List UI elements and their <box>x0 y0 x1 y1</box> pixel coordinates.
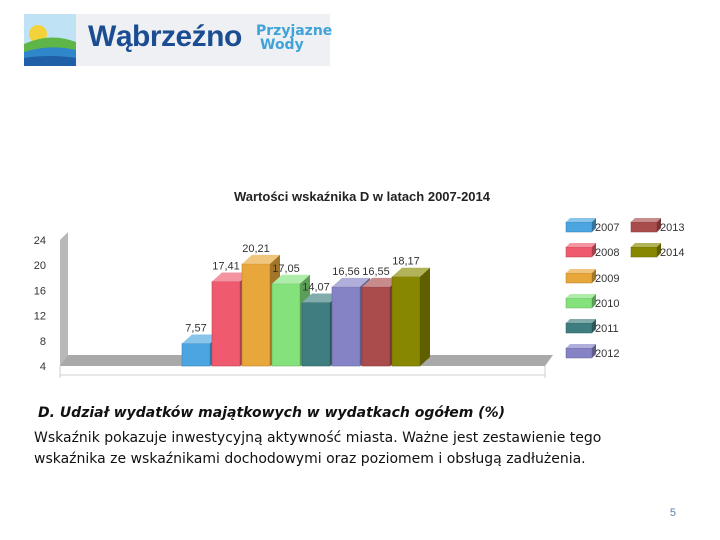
bar-front <box>361 286 391 367</box>
legend-swatch-top <box>566 344 596 348</box>
logo-city-name: Wąbrzeźno <box>88 20 242 53</box>
legend-swatch-side <box>592 243 596 257</box>
bar-front <box>211 281 241 367</box>
bar-chart: Wartości wskaźnika D w latach 2007-2014 … <box>34 189 684 378</box>
city-logo: Wąbrzeźno Przyjazne Wody <box>24 14 333 66</box>
legend-item-2012: 2012 <box>565 344 619 360</box>
bar-top <box>182 334 220 344</box>
data-label: 16,56 <box>332 266 360 278</box>
y-tick-label: 24 <box>34 235 46 247</box>
legend-swatch <box>565 221 593 233</box>
legend-label: 2014 <box>660 247 684 259</box>
landscape-logo-icon <box>24 14 76 66</box>
bar-top <box>272 274 310 284</box>
legend-swatch-side <box>592 269 596 283</box>
page-number: 5 <box>669 507 676 519</box>
legend-swatch-top <box>566 243 596 247</box>
data-label: 16,55 <box>362 266 390 278</box>
description-text: Wskaźnik pokazuje inwestycyjną aktywność… <box>34 430 602 467</box>
legend-item-2008: 2008 <box>565 243 619 259</box>
legend-item-2013: 2013 <box>630 218 684 234</box>
bar-2010 <box>271 274 310 367</box>
section-caption: D. Udział wydatków majątkowych w wydatka… <box>38 405 505 421</box>
bar-side <box>420 267 430 366</box>
bar-front <box>241 263 271 367</box>
legend-swatch-side <box>592 319 596 333</box>
data-label: 17,41 <box>212 261 240 273</box>
legend-swatch-top <box>631 218 661 222</box>
legend-swatch-top <box>631 243 661 247</box>
legend-swatch-side <box>592 344 596 358</box>
legend-swatch-top <box>566 218 596 222</box>
bar-front <box>301 302 331 367</box>
legend-label: 2013 <box>660 222 684 234</box>
legend-label: 2011 <box>595 323 619 335</box>
legend-item-2007: 2007 <box>565 218 619 234</box>
bar-2014 <box>391 267 430 367</box>
legend-swatch <box>565 347 593 359</box>
legend-swatch-side <box>592 294 596 308</box>
legend-item-2010: 2010 <box>565 294 619 310</box>
legend-swatch-top <box>566 319 596 323</box>
legend-swatch <box>565 322 593 334</box>
legend-item-2014: 2014 <box>630 243 684 259</box>
data-label: 20,21 <box>242 243 270 255</box>
chart-left-wall <box>60 232 68 366</box>
data-label: 7,57 <box>185 323 206 335</box>
legend-swatch <box>565 246 593 258</box>
bar-top <box>212 272 250 282</box>
legend-label: 2009 <box>595 273 619 285</box>
bar-top <box>242 254 280 264</box>
data-label: 17,05 <box>272 263 300 275</box>
y-tick-label: 16 <box>34 285 46 297</box>
bar-top <box>362 277 400 287</box>
legend-label: 2012 <box>595 348 619 360</box>
bar-top <box>302 293 340 303</box>
legend-swatch <box>565 272 593 284</box>
legend-swatch-top <box>566 269 596 273</box>
legend-label: 2010 <box>595 298 619 310</box>
bar-front <box>331 286 361 367</box>
bar-front <box>391 276 421 367</box>
logo-tagline-line1: Przyjazne <box>256 23 333 39</box>
legend-swatch <box>565 297 593 309</box>
y-tick-label: 20 <box>34 260 46 272</box>
legend-item-2011: 2011 <box>565 319 619 335</box>
y-tick-label: 8 <box>40 336 46 348</box>
y-tick-label: 12 <box>34 311 46 323</box>
y-tick-label: 4 <box>40 361 46 373</box>
legend-swatch-side <box>592 218 596 232</box>
legend-item-2009: 2009 <box>565 269 619 285</box>
data-label: 18,17 <box>392 256 420 268</box>
data-label: 14,07 <box>302 282 330 294</box>
bar-top <box>392 267 430 277</box>
bar-top <box>332 277 370 287</box>
legend-swatch-side <box>657 243 661 257</box>
legend-swatch-top <box>566 294 596 298</box>
legend-swatch <box>630 221 658 233</box>
legend-label: 2008 <box>595 247 619 259</box>
legend-swatch <box>630 246 658 258</box>
legend-label: 2007 <box>595 222 619 234</box>
legend-swatch-side <box>657 218 661 232</box>
bar-front <box>271 283 301 367</box>
logo-tagline-line2: Wody <box>260 37 304 53</box>
bar-front <box>181 343 211 367</box>
chart-title: Wartości wskaźnika D w latach 2007-2014 <box>234 189 491 204</box>
